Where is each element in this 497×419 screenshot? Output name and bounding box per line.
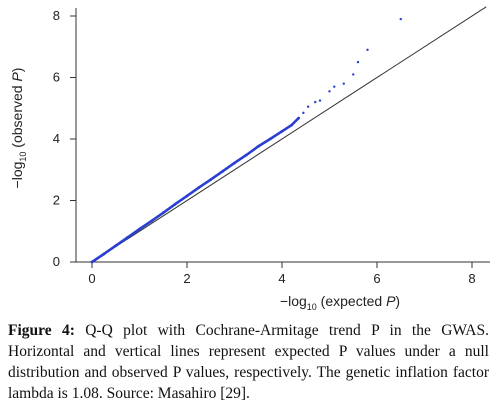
- data-point: [302, 111, 305, 115]
- qq-plot: 0 2 4 6 8 0 2 4 6 8 −log10 (expected P) −log10 (o…: [9, 6, 490, 312]
- y-tick-label: 2: [53, 193, 60, 208]
- data-points: [90, 17, 402, 264]
- data-point: [256, 144, 260, 148]
- data-point: [314, 100, 317, 104]
- data-point: [161, 211, 165, 215]
- x-tick-label: 2: [183, 271, 190, 286]
- y-tick-label: 0: [53, 254, 60, 269]
- data-point: [366, 48, 369, 52]
- data-point: [173, 202, 177, 206]
- data-point: [268, 137, 272, 141]
- reference-line: [91, 6, 487, 263]
- plot-axes: [75, 8, 490, 263]
- data-point: [114, 244, 118, 248]
- x-tick-label: 4: [278, 271, 285, 286]
- data-point: [306, 105, 310, 108]
- caption-label: Figure 4:: [8, 322, 75, 339]
- data-point: [233, 161, 236, 165]
- data-point: [185, 194, 189, 198]
- data-point: [297, 116, 301, 120]
- y-tick-label: 6: [53, 70, 60, 85]
- data-point: [102, 252, 106, 256]
- y-tick-label: 4: [53, 131, 60, 146]
- data-point: [352, 73, 355, 76]
- y-axis-title: −log10 (observed P): [9, 68, 28, 189]
- data-point: [318, 99, 322, 102]
- data-point: [399, 17, 402, 21]
- caption-text: Q-Q plot with Cochrane-Armitage trend P …: [8, 322, 489, 402]
- data-point: [280, 129, 284, 133]
- x-axis-title: −log10 (expected P): [280, 293, 400, 312]
- y-tick-label: 8: [53, 8, 60, 23]
- data-point: [290, 123, 293, 127]
- data-point: [90, 260, 94, 264]
- data-point: [328, 90, 331, 93]
- data-point: [244, 153, 248, 157]
- data-point: [138, 227, 141, 231]
- x-tick-label: 0: [88, 271, 95, 286]
- data-point: [209, 178, 213, 181]
- x-tick-label: 6: [373, 271, 380, 286]
- data-point: [356, 60, 360, 64]
- axis-ticks: 0 2 4 6 8 0 2 4 6 8: [53, 8, 476, 286]
- figure-caption: Figure 4: Q-Q plot with Cochrane-Armitag…: [8, 320, 489, 404]
- data-point: [126, 236, 130, 239]
- data-point-band: [90, 116, 300, 264]
- data-point: [149, 219, 153, 223]
- x-tick-label: 8: [468, 271, 475, 286]
- data-point: [333, 85, 336, 88]
- data-point: [197, 186, 201, 189]
- data-point: [342, 82, 345, 85]
- data-point: [221, 169, 225, 173]
